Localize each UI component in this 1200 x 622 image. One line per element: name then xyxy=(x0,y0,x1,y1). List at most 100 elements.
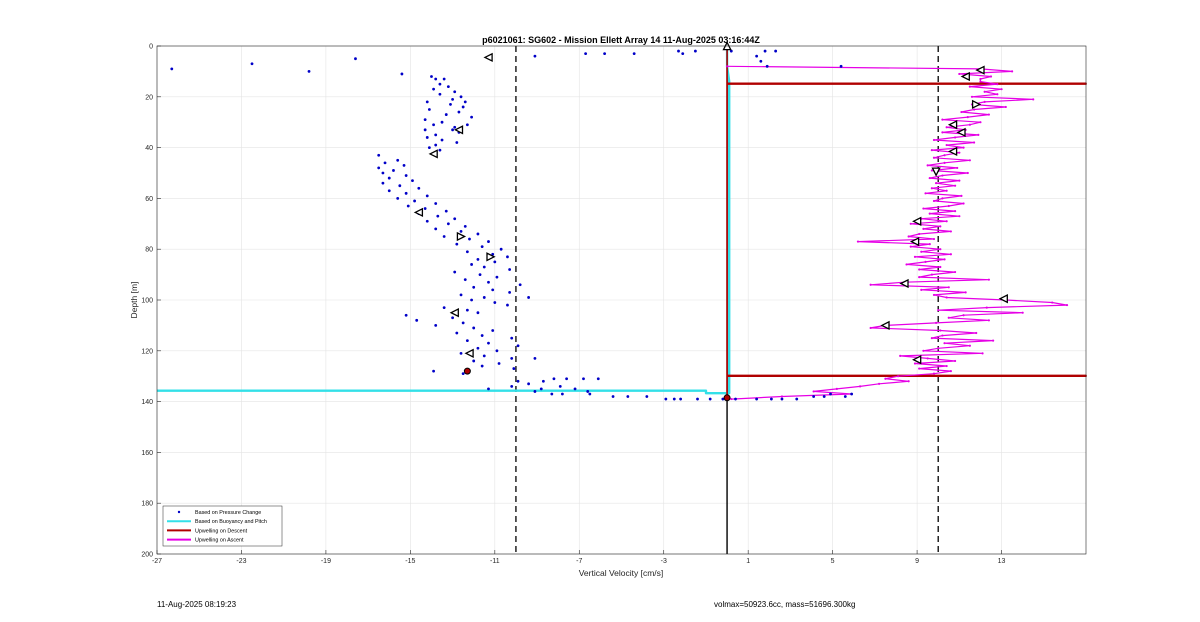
pressure-change-point xyxy=(552,377,556,381)
pressure-change-point xyxy=(560,392,564,396)
ascent-point xyxy=(970,95,974,98)
ascent-point xyxy=(924,192,927,195)
ascent-point xyxy=(947,286,950,289)
y-axis-label: Depth [m] xyxy=(129,282,139,319)
pressure-change-point xyxy=(677,49,680,53)
pressure-change-point xyxy=(455,242,459,246)
ascent-point xyxy=(922,207,925,210)
ascent-point xyxy=(930,273,933,276)
pressure-change-point xyxy=(463,278,467,282)
pressure-change-point xyxy=(438,148,442,152)
ascent-point xyxy=(926,357,929,360)
y-tick-label: 180 xyxy=(141,501,153,508)
pressure-change-point xyxy=(596,377,600,381)
ascent-point xyxy=(968,123,971,126)
ascent-point xyxy=(932,372,936,375)
pressure-change-point xyxy=(487,341,490,345)
pressure-change-point xyxy=(427,146,431,150)
pressure-change-point xyxy=(476,346,480,350)
pressure-change-point xyxy=(446,222,450,226)
ascent-point xyxy=(996,93,999,96)
ascent-point xyxy=(968,85,971,88)
pressure-change-point xyxy=(404,174,408,177)
ascent-point xyxy=(941,334,944,337)
pressure-change-point xyxy=(493,260,497,264)
pressure-change-point xyxy=(487,240,490,243)
ascent-point xyxy=(962,314,965,317)
pressure-change-point xyxy=(381,171,385,175)
pressure-change-point xyxy=(499,247,503,251)
pressure-change-point xyxy=(829,392,832,396)
chart-title: p6021061: SG602 - Mission Ellett Array 1… xyxy=(482,35,760,45)
ascent-point xyxy=(920,250,923,253)
pressure-change-point xyxy=(455,141,459,144)
pressure-change-point xyxy=(170,67,174,71)
ascent-point xyxy=(987,278,990,281)
ascent-point xyxy=(937,347,940,350)
pressure-change-point xyxy=(411,179,414,183)
pressure-change-point xyxy=(512,367,516,370)
event-marker xyxy=(449,308,459,318)
ascent-point xyxy=(930,169,933,172)
ascent-point xyxy=(928,243,931,246)
ascent-point xyxy=(943,342,946,345)
ascent-point xyxy=(989,75,993,78)
event-marker xyxy=(931,167,941,177)
pressure-change-point xyxy=(482,296,486,299)
y-tick-label: 20 xyxy=(145,94,153,101)
pressure-change-point xyxy=(434,77,438,81)
legend-label: Based on Pressure Change xyxy=(195,510,261,516)
event-marker xyxy=(486,252,496,262)
footer-stats: volmax=50923.6cc, mass=51696.300kg xyxy=(714,600,856,609)
pressure-change-point xyxy=(425,219,429,223)
y-tick-label: 120 xyxy=(141,348,153,355)
ascent-point xyxy=(932,199,936,203)
event-marker xyxy=(971,99,982,110)
pressure-change-point xyxy=(822,395,826,398)
y-tick-label: 200 xyxy=(141,552,153,559)
pressure-change-point xyxy=(465,250,469,254)
pressure-change-point xyxy=(381,181,385,185)
y-tick-label: 0 xyxy=(149,44,153,51)
pressure-change-point xyxy=(472,359,476,363)
pressure-change-point xyxy=(795,397,799,401)
pressure-change-point xyxy=(480,364,484,368)
pressure-change-point xyxy=(478,273,482,276)
pressure-change-point xyxy=(843,395,847,398)
pressure-change-point xyxy=(427,108,431,111)
pressure-change-point xyxy=(434,324,438,327)
pressure-change-point xyxy=(459,351,463,355)
pressure-change-point xyxy=(438,82,442,86)
ascent-point xyxy=(979,77,982,81)
marker-layer xyxy=(413,40,1008,402)
pressure-change-point xyxy=(681,52,685,56)
pressure-change-point xyxy=(415,318,419,322)
pressure-change-point xyxy=(470,115,473,119)
pressure-change-point xyxy=(425,136,429,139)
pressure-change-point xyxy=(444,209,448,213)
pressure-change-point xyxy=(453,125,457,129)
ascent-point xyxy=(943,154,946,157)
x-tick-label: 13 xyxy=(998,558,1006,565)
ascent-point xyxy=(913,362,917,365)
ascent-point xyxy=(958,179,961,182)
pressure-change-point xyxy=(759,59,763,63)
pressure-change-point xyxy=(510,357,514,360)
legend: Based on Pressure Change Based on Buoyanc… xyxy=(162,505,283,547)
pressure-change-point xyxy=(307,70,311,73)
pressure-change-point xyxy=(459,230,463,233)
pressure-change-point xyxy=(398,184,402,188)
pressure-change-point xyxy=(451,97,454,101)
footer-timestamp: 11-Aug-2025 08:19:23 xyxy=(157,600,237,609)
pressure-change-point xyxy=(423,118,427,122)
pressure-change-point xyxy=(770,397,773,401)
pressure-change-point xyxy=(470,298,473,302)
event-marker xyxy=(463,367,471,375)
series-layer xyxy=(157,46,1087,401)
pressure-change-point xyxy=(442,235,446,238)
x-tick-label: -19 xyxy=(321,558,331,565)
pressure-change-point xyxy=(672,397,676,401)
pressure-change-point xyxy=(755,54,759,58)
pressure-change-point xyxy=(558,384,562,388)
